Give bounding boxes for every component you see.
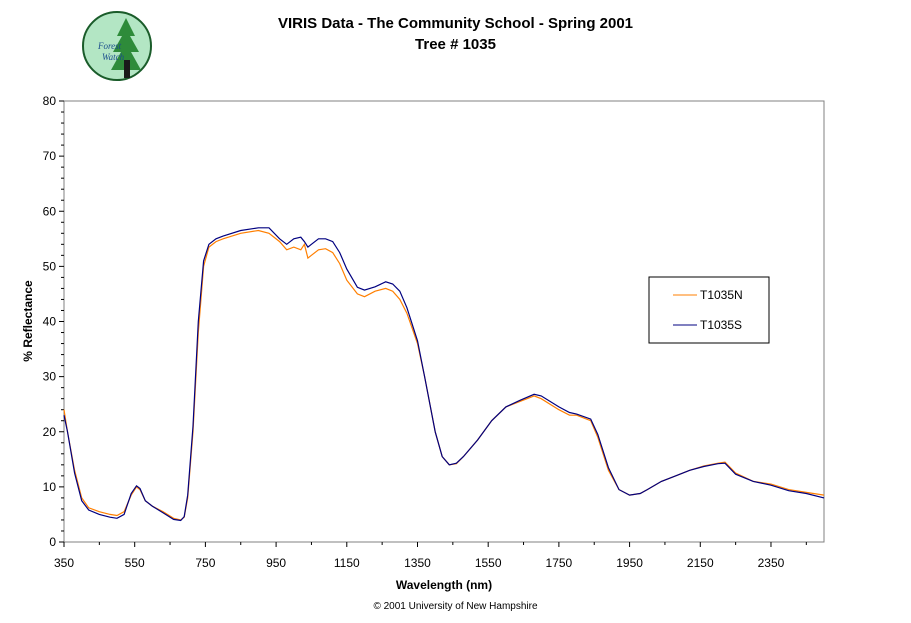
x-tick-label: 1150 xyxy=(334,556,360,570)
x-tick-label: 350 xyxy=(54,556,74,570)
series-lines xyxy=(63,227,825,522)
y-axis: 0 10 20 30 40 50 60 70 80 xyxy=(43,94,64,549)
x-tick-label: 750 xyxy=(195,556,215,570)
legend: T1035N T1035S xyxy=(648,276,770,344)
chart-subtitle: Tree # 1035 xyxy=(415,36,496,53)
logo-text-line1: Forest xyxy=(97,41,122,51)
y-tick-label: 0 xyxy=(49,535,56,549)
x-tick-label: 2350 xyxy=(758,556,785,570)
x-tick-label: 2150 xyxy=(687,556,714,570)
x-tick-label: 1950 xyxy=(616,556,643,570)
x-tick-label: 1550 xyxy=(475,556,502,570)
x-tick-label: 1750 xyxy=(546,556,573,570)
y-tick-label: 20 xyxy=(43,425,57,439)
y-tick-label: 50 xyxy=(43,259,57,273)
series-line-t1035s xyxy=(63,227,825,522)
y-tick-label: 30 xyxy=(43,370,57,384)
legend-label-t1035s: T1035S xyxy=(700,318,742,332)
y-tick-label: 60 xyxy=(43,204,57,218)
x-tick-label: 550 xyxy=(125,556,145,570)
forest-watch-logo: Forest Watch xyxy=(81,10,153,87)
y-tick-label: 10 xyxy=(43,480,57,494)
x-axis-label: Wavelength (nm) xyxy=(396,578,492,592)
y-axis-label: % Reflectance xyxy=(21,280,35,362)
logo-text-line2: Watch xyxy=(102,52,125,62)
y-tick-label: 80 xyxy=(43,94,57,108)
chart-title: VIRIS Data - The Community School - Spri… xyxy=(277,15,634,32)
x-tick-label: 950 xyxy=(266,556,286,570)
y-tick-label: 70 xyxy=(43,149,57,163)
x-axis: 350 550 750 950 1150 1350 1550 1750 1950 2150 2350 xyxy=(54,542,807,570)
y-tick-label: 40 xyxy=(43,315,57,329)
tree-icon xyxy=(111,18,141,78)
legend-box xyxy=(648,276,770,344)
x-tick-label: 1350 xyxy=(404,556,431,570)
copyright-text: © 2001 University of New Hampshire xyxy=(373,601,538,612)
legend-label-t1035n: T1035N xyxy=(700,288,743,302)
